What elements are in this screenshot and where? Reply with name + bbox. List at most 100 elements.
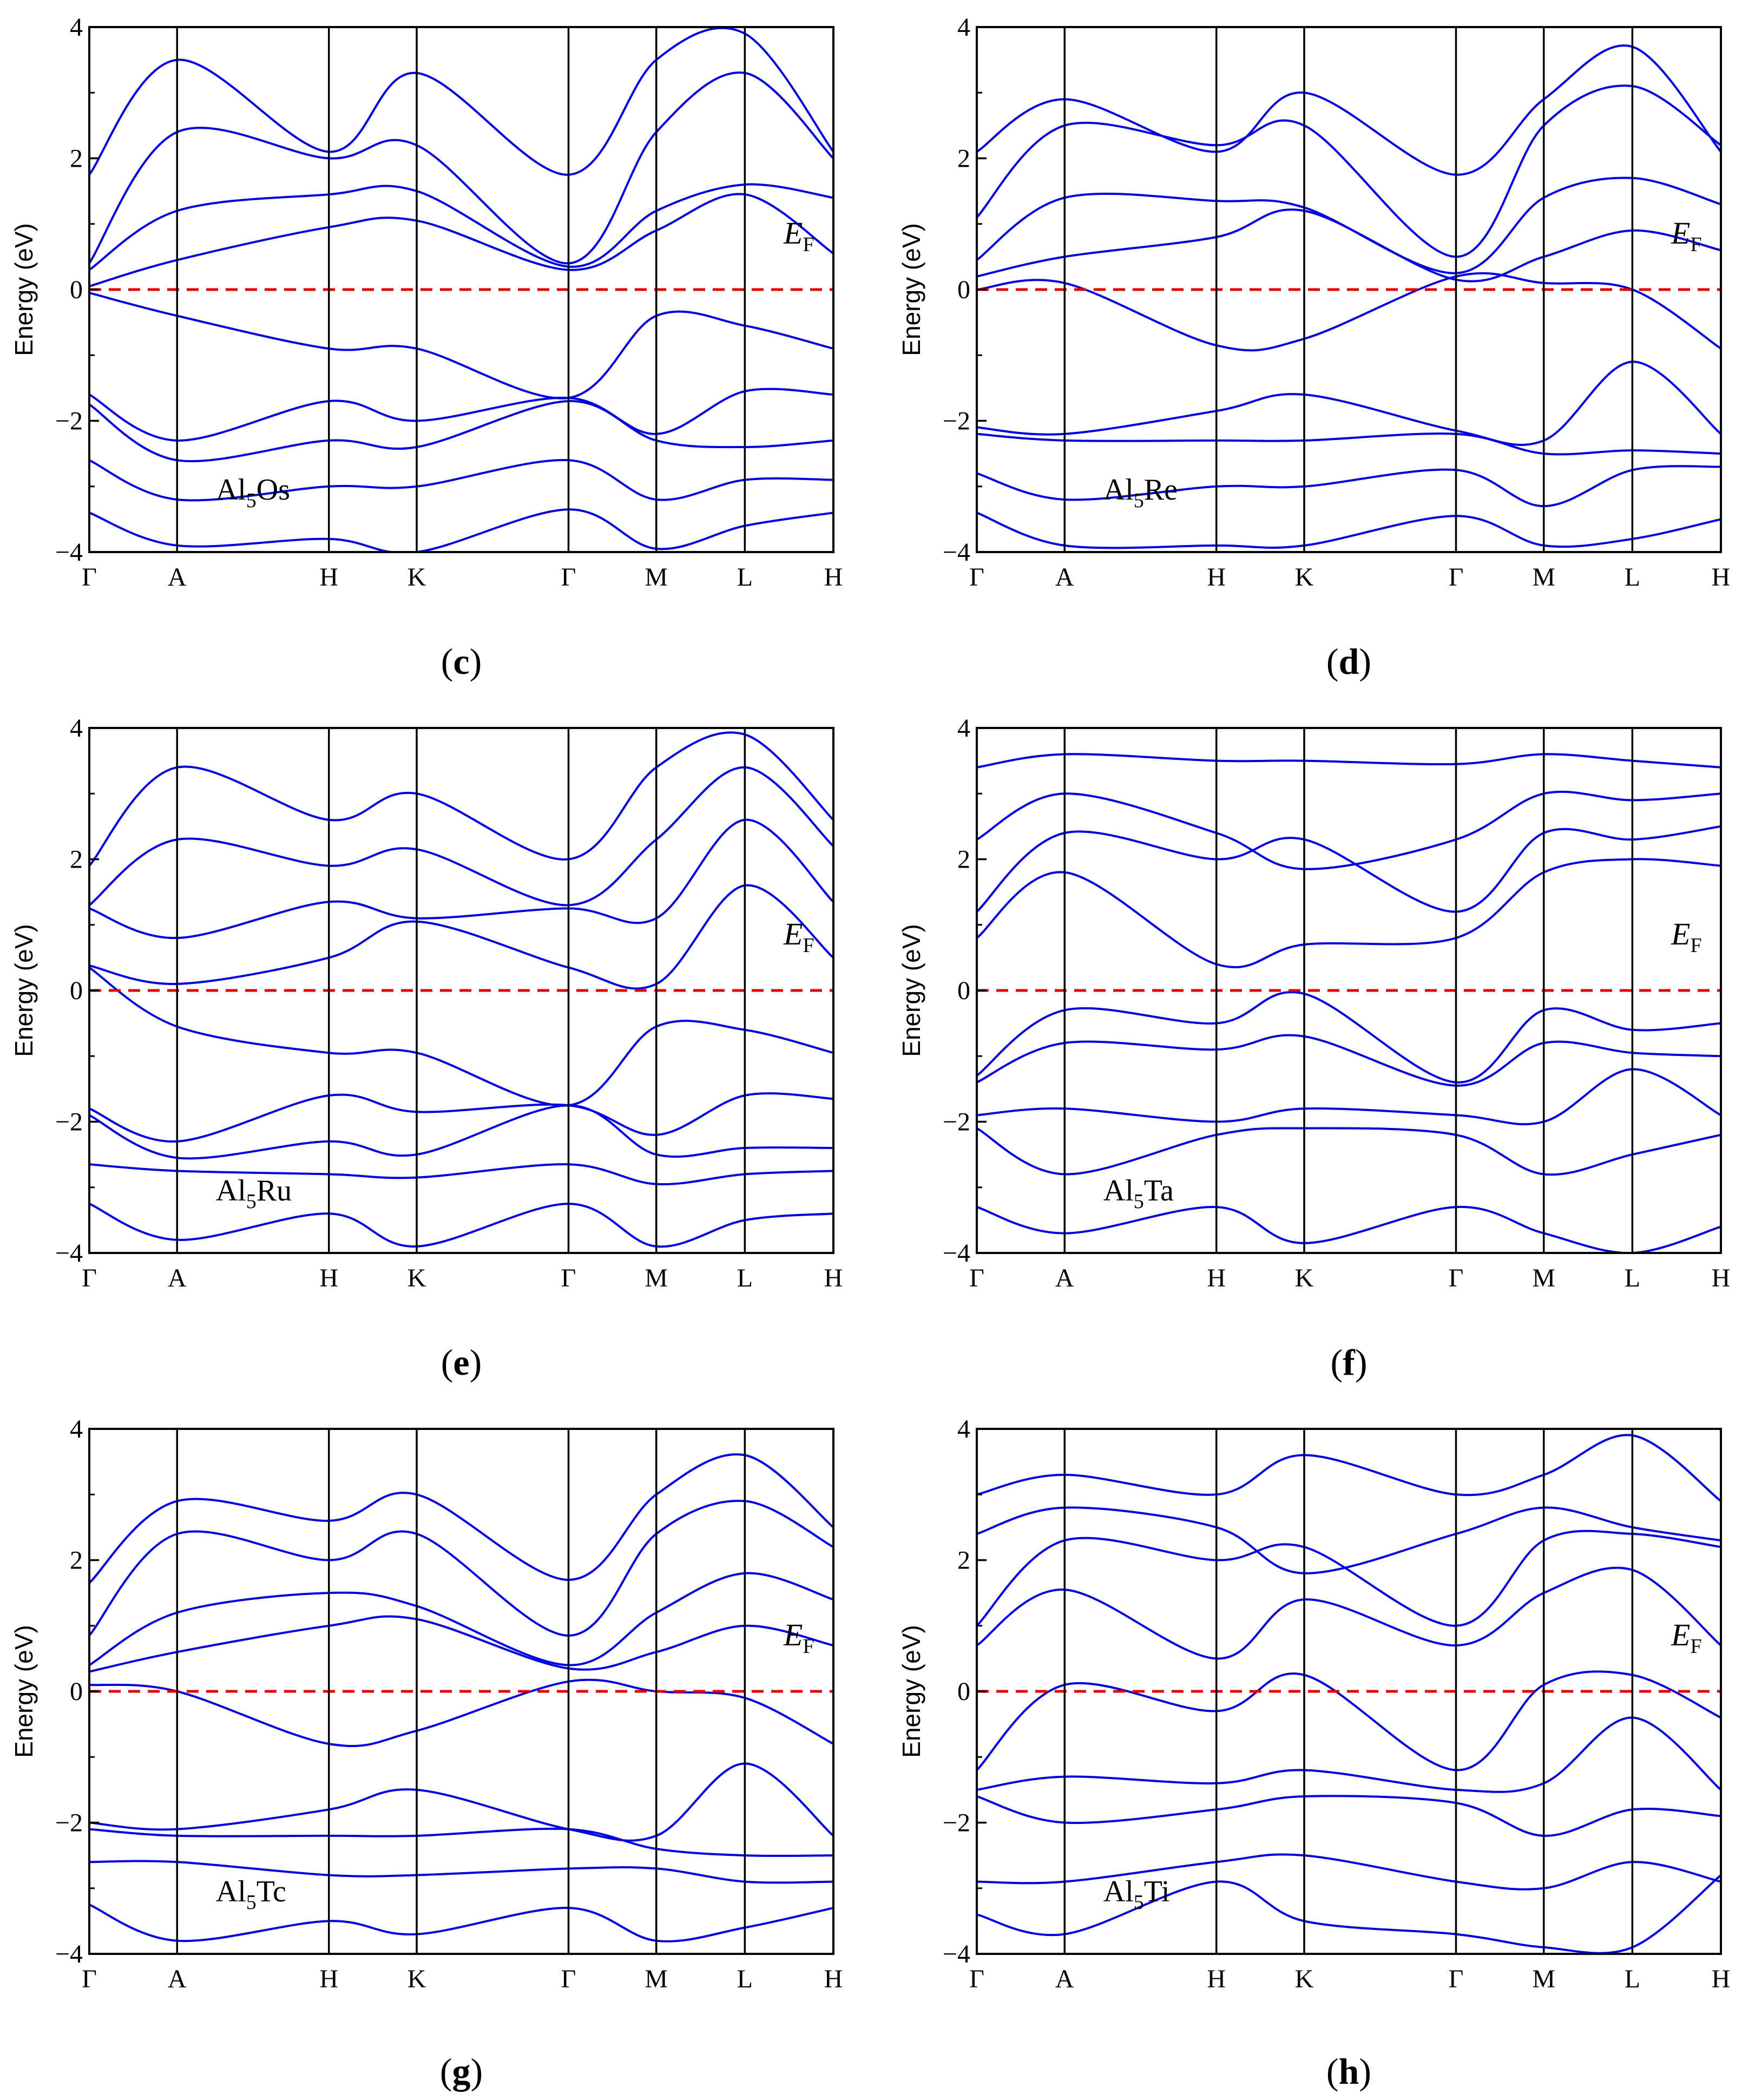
panel-f: −4 −2 0 2 4 Γ A H K Γ M L H Energy (eV) Al5Ta EF (f) xyxy=(897,714,1730,1383)
panel-caption: (e) xyxy=(441,1342,482,1383)
band-line-1 xyxy=(89,1904,833,1942)
band-line-3 xyxy=(977,432,1721,456)
k-point-label: K xyxy=(407,1965,426,1993)
y-axis-label: Energy (eV) xyxy=(10,223,38,356)
band-line-3 xyxy=(89,1104,833,1160)
k-point-label: A xyxy=(168,1965,187,1993)
compound-label: Al5Ru xyxy=(216,1174,292,1213)
band-line-6 xyxy=(89,884,833,990)
y-tick-label: −4 xyxy=(943,538,970,567)
y-tick-label: 4 xyxy=(957,13,970,42)
band-line-5 xyxy=(89,966,833,1107)
band-line-4 xyxy=(977,1034,1721,1087)
y-tick-label: −4 xyxy=(943,1239,970,1268)
y-tick-label: 0 xyxy=(957,1677,970,1706)
band-line-8 xyxy=(977,1506,1721,1574)
band-line-1 xyxy=(977,511,1721,549)
band-line-2 xyxy=(977,1853,1721,1891)
k-point-label: K xyxy=(1295,1965,1314,1993)
k-point-label: A xyxy=(1055,1965,1074,1993)
k-point-label: H xyxy=(1712,563,1731,592)
band-line-6 xyxy=(977,208,1721,283)
panel-g: −4 −2 0 2 4 Γ A H K Γ M L H Energy (eV) Al5Tc EF (g) xyxy=(10,1415,843,2092)
band-line-5 xyxy=(977,1670,1721,1771)
band-line-8 xyxy=(977,84,1721,258)
y-tick-label: 4 xyxy=(70,714,83,743)
k-point-label: L xyxy=(1625,1264,1640,1292)
fermi-energy-label: EF xyxy=(783,215,814,256)
band-line-7 xyxy=(89,183,833,271)
band-line-3 xyxy=(89,400,833,463)
compound-label: Al5Ta xyxy=(1103,1174,1174,1213)
k-point-label: H xyxy=(824,563,843,592)
panel-caption: (g) xyxy=(440,2051,483,2092)
band-line-9 xyxy=(977,1434,1721,1502)
y-axis-label: Energy (eV) xyxy=(897,1625,925,1757)
panel-caption: (d) xyxy=(1326,641,1371,682)
k-point-label: Γ xyxy=(969,1264,984,1292)
y-tick-label: 0 xyxy=(70,275,83,304)
band-line-1 xyxy=(89,508,833,552)
y-tick-label: −2 xyxy=(943,1108,970,1137)
band-line-8 xyxy=(89,1499,833,1637)
y-axis-label: Energy (eV) xyxy=(897,223,925,356)
panel-c: −4 −2 0 2 4 Γ A H K Γ M L H Energy (eV) Al5Os EF (c) xyxy=(10,13,843,682)
band-line-8 xyxy=(977,790,1721,870)
band-line-7 xyxy=(977,825,1721,913)
bands xyxy=(89,1453,833,1942)
k-point-label: Γ xyxy=(1449,563,1464,592)
k-point-label: Γ xyxy=(82,1965,97,1993)
band-line-9 xyxy=(977,44,1721,176)
k-point-label: H xyxy=(1207,563,1226,592)
bands xyxy=(977,44,1721,549)
fermi-energy-label: EF xyxy=(783,1617,814,1658)
band-line-3 xyxy=(89,1827,833,1857)
y-tick-label: 4 xyxy=(70,1415,83,1443)
k-point-label: Γ xyxy=(969,1965,984,1993)
bands xyxy=(89,731,833,1248)
k-point-label: M xyxy=(1532,1264,1555,1292)
y-tick-label: 2 xyxy=(70,145,83,173)
y-tick-label: 2 xyxy=(957,145,970,173)
band-line-2 xyxy=(89,1163,833,1186)
compound-label: Al5Re xyxy=(1103,473,1178,512)
bands xyxy=(977,1434,1721,1954)
panel-caption: (c) xyxy=(441,641,482,682)
panel-caption: (h) xyxy=(1326,2051,1371,2092)
band-line-6 xyxy=(977,1566,1721,1660)
band-line-8 xyxy=(89,71,833,265)
k-point-label: K xyxy=(1295,1264,1314,1292)
band-line-2 xyxy=(977,465,1721,508)
y-axis-label: Energy (eV) xyxy=(897,924,925,1056)
panel-caption: (f) xyxy=(1331,1342,1368,1383)
panel-d: −4 −2 0 2 4 Γ A H K Γ M L H Energy (eV) Al5Re EF (d) xyxy=(897,13,1730,682)
band-line-3 xyxy=(977,1068,1721,1126)
band-line-8 xyxy=(89,766,833,907)
compound-label: Al5Tc xyxy=(216,1875,286,1914)
band-line-9 xyxy=(89,27,833,176)
k-point-label: Γ xyxy=(561,1264,576,1292)
k-point-label: M xyxy=(1532,1965,1555,1993)
k-point-label: Γ xyxy=(82,563,97,592)
band-line-4 xyxy=(89,388,833,442)
band-line-9 xyxy=(977,753,1721,769)
fermi-energy-label: EF xyxy=(1671,916,1702,957)
band-line-1 xyxy=(977,1874,1721,1954)
k-point-label: H xyxy=(1207,1264,1226,1292)
k-point-label: H xyxy=(319,563,338,592)
y-tick-label: 2 xyxy=(70,1546,83,1575)
band-line-1 xyxy=(89,1203,833,1248)
k-point-label: H xyxy=(1712,1264,1731,1292)
k-point-label: K xyxy=(407,563,426,592)
band-line-6 xyxy=(977,858,1721,969)
k-point-label: M xyxy=(645,563,668,592)
k-point-label: K xyxy=(1295,563,1314,592)
band-line-4 xyxy=(89,1762,833,1842)
k-point-label: A xyxy=(168,1264,187,1292)
k-point-label: Γ xyxy=(561,1965,576,1993)
y-tick-label: 4 xyxy=(957,1415,970,1443)
fermi-energy-label: EF xyxy=(1671,215,1702,256)
k-point-label: L xyxy=(737,563,753,592)
band-line-2 xyxy=(89,1860,833,1884)
band-line-4 xyxy=(977,1716,1721,1793)
